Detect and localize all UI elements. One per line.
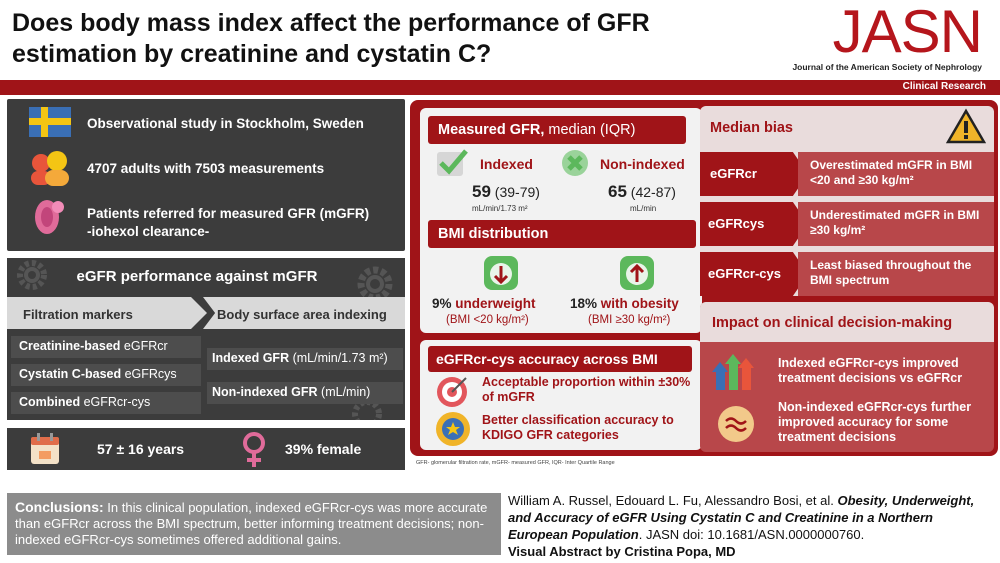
accuracy-item-2: Better classification accuracy to KDIGO … [482, 413, 674, 442]
bias-text-egfrcys: Underestimated mGFR in BMI ≥30 kg/m² [798, 202, 994, 246]
indexing-row: Indexed GFR (mL/min/1.73 m²) [207, 348, 403, 370]
footnote: GFR- glomerular filtration rate, mGFR- m… [416, 460, 615, 466]
indexed-label: Indexed [480, 156, 533, 172]
growth-arrows-icon [712, 354, 754, 390]
measured-gfr-card: Measured GFR, median (IQR) Indexed Non-i… [420, 108, 702, 333]
accuracy-item-1: Acceptable proportion within ±30% of mGF… [482, 375, 691, 404]
citation: William A. Russel, Edouard L. Fu, Alessa… [508, 493, 975, 559]
underweight-stat: 9% underweight [432, 296, 536, 311]
sweden-flag-icon [29, 107, 71, 137]
scale-down-icon [484, 256, 518, 290]
female-percentage: 39% female [285, 441, 362, 457]
study-panel: Observational study in Stockholm, Sweden… [7, 99, 405, 251]
participants-count: 4707 adults with 7503 measurements [87, 161, 325, 176]
patients-line-1: Patients referred for measured GFR (mGFR… [87, 206, 370, 221]
female-symbol-icon [243, 432, 265, 467]
checkmark-icon [437, 149, 468, 176]
badge-icon [436, 412, 470, 446]
bmi-distribution-title: BMI distribution [428, 220, 696, 248]
impact-title: Impact on clinical decision-making [700, 302, 994, 342]
section-label: Clinical Research [902, 81, 986, 92]
indexed-median: 59 (39-79) [472, 182, 540, 201]
performance-panel: eGFR performance against mGFR Filtration… [7, 258, 405, 420]
median-bias-card: Median bias eGFRcr Overestimated mGFR in… [700, 106, 994, 296]
page-title: Does body mass index affect the performa… [12, 9, 650, 68]
indexing-header: Body surface area indexing [203, 297, 405, 329]
results-panel: Measured GFR, median (IQR) Indexed Non-i… [410, 100, 998, 456]
median-bias-title: Median bias [710, 120, 793, 136]
warning-icon [946, 108, 986, 144]
nonindexed-median: 65 (42-87) [608, 182, 676, 201]
jasn-logo: JASN Journal of the American Society of … [772, 0, 983, 72]
patients-line-2: -iohexol clearance- [87, 224, 210, 239]
impact-item-1: Indexed eGFRcr-cys improved treatment de… [778, 356, 963, 385]
measured-gfr-title: Measured GFR, median (IQR) [428, 116, 686, 144]
study-location: Observational study in Stockholm, Sweden [87, 116, 364, 131]
target-icon [437, 377, 467, 407]
logo-subtitle: Journal of the American Society of Nephr… [792, 62, 982, 72]
obesity-stat: 18% with obesity [570, 296, 679, 311]
marker-row: Combined eGFRcr-cys [11, 392, 201, 414]
nonindexed-unit: mL/min [630, 204, 657, 213]
marker-row: Cystatin C-based eGFRcys [11, 364, 201, 386]
gear-icon [17, 260, 47, 290]
people-icon [31, 151, 69, 186]
bias-label-egfrcr-cys: eGFRcr-cys [700, 252, 808, 296]
calendar-icon [31, 433, 59, 464]
wave-icon [718, 406, 754, 442]
credit: Visual Abstract by Cristina Popa, MD [508, 544, 736, 559]
scale-up-icon [620, 256, 654, 290]
performance-header: eGFR performance against mGFR [76, 268, 318, 285]
cross-icon [562, 150, 588, 176]
age-value: 57 ± 16 years [97, 441, 185, 457]
demographics-panel: 57 ± 16 years 39% female [7, 428, 405, 470]
underweight-range: (BMI <20 kg/m²) [446, 314, 529, 326]
marker-row: Creatinine-based eGFRcr [11, 336, 201, 358]
bias-text-egfrcr: Overestimated mGFR in BMI <20 and ≥30 kg… [798, 152, 994, 196]
top-bar [0, 80, 1000, 95]
impact-card: Impact on clinical decision-making Index… [700, 302, 994, 452]
obesity-range: (BMI ≥30 kg/m²) [588, 314, 671, 326]
filtration-markers-header: Filtration markers [7, 297, 207, 329]
bias-text-egfrcr-cys: Least biased throughout the BMI spectrum [798, 252, 994, 296]
accuracy-card: eGFRcr-cys accuracy across BMI Acceptabl… [420, 340, 702, 450]
bias-label-egfrcys: eGFRcys [700, 202, 808, 246]
bias-label-egfrcr: eGFRcr [700, 152, 808, 196]
indexed-unit: mL/min/1.73 m² [472, 204, 528, 213]
logo-wordmark: JASN [832, 0, 983, 65]
conclusion-box: Conclusions: In this clinical population… [7, 493, 501, 555]
nonindexed-label: Non-indexed [600, 156, 685, 172]
kidney-icon [35, 200, 64, 234]
indexing-row: Non-indexed GFR (mL/min) [207, 382, 403, 404]
impact-item-2: Non-indexed eGFRcr-cys further improved … [778, 400, 972, 444]
gear-icon [357, 266, 393, 302]
accuracy-title: eGFRcr-cys accuracy across BMI [428, 346, 692, 372]
